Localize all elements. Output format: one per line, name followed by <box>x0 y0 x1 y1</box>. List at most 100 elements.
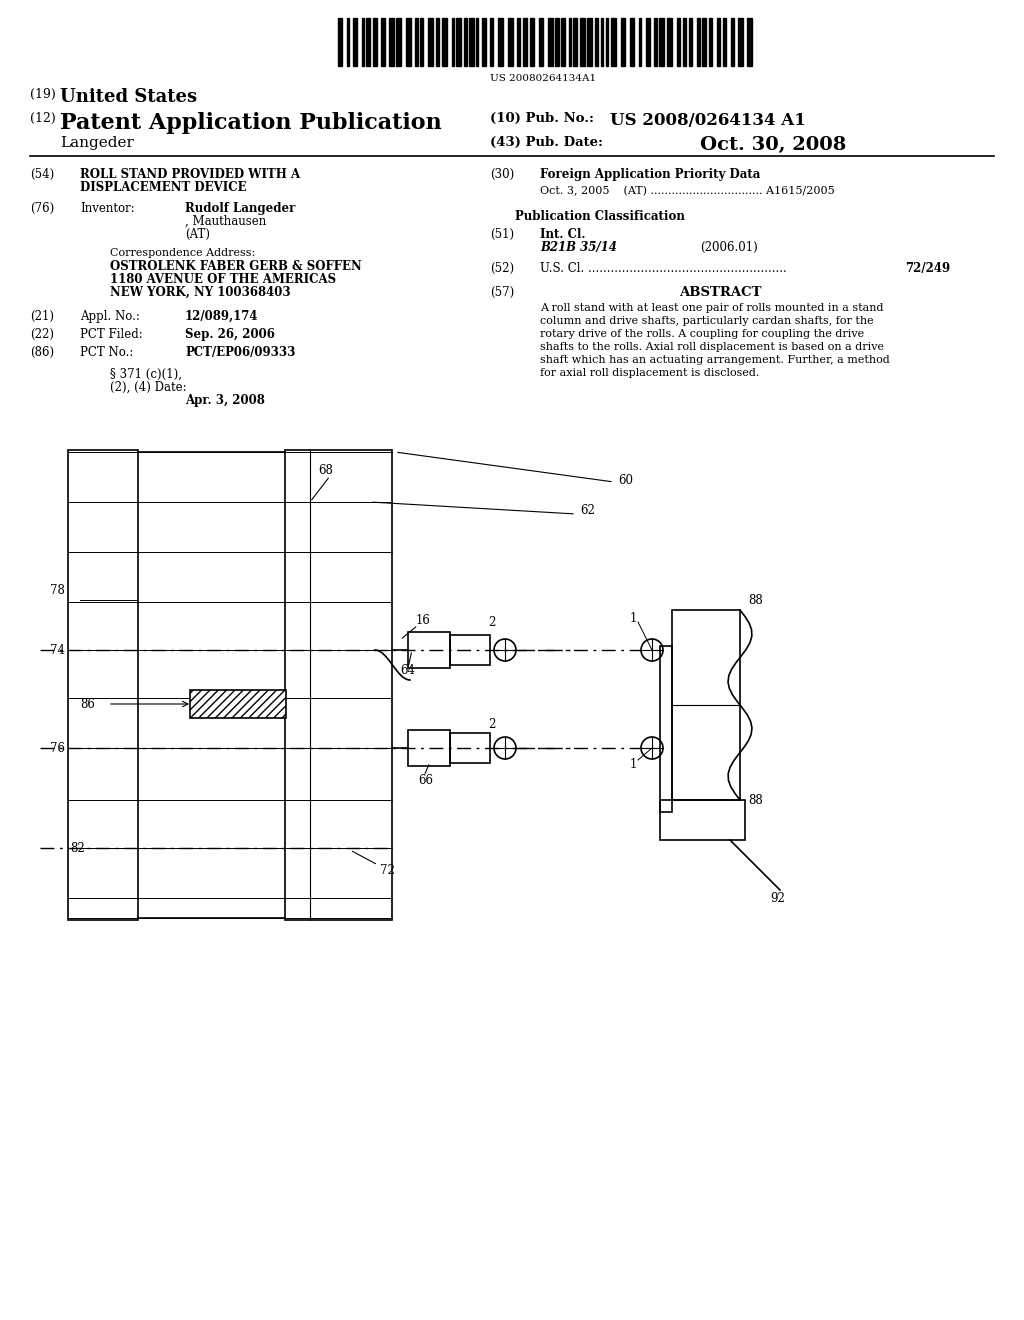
Text: DISPLACEMENT DEVICE: DISPLACEMENT DEVICE <box>80 181 247 194</box>
Bar <box>746 18 752 66</box>
Bar <box>476 18 478 66</box>
Text: ROLL STAND PROVIDED WITH A: ROLL STAND PROVIDED WITH A <box>80 168 300 181</box>
Bar <box>548 18 553 66</box>
Text: 68: 68 <box>318 463 333 477</box>
Text: Sep. 26, 2006: Sep. 26, 2006 <box>185 327 274 341</box>
Text: PCT/EP06/09333: PCT/EP06/09333 <box>185 346 295 359</box>
Bar <box>709 18 712 66</box>
Bar <box>677 18 680 66</box>
Bar <box>406 18 411 66</box>
Text: Inventor:: Inventor: <box>80 202 135 215</box>
Bar <box>555 18 559 66</box>
Bar <box>561 18 565 66</box>
Text: 78: 78 <box>50 583 65 597</box>
Bar <box>428 18 433 66</box>
Text: OSTROLENK FABER GERB & SOFFEN: OSTROLENK FABER GERB & SOFFEN <box>110 260 361 273</box>
Bar <box>442 18 447 66</box>
Text: NEW YORK, NY 100368403: NEW YORK, NY 100368403 <box>110 286 291 300</box>
Text: Int. Cl.: Int. Cl. <box>540 228 586 242</box>
Text: § 371 (c)(1),: § 371 (c)(1), <box>110 368 182 381</box>
Bar <box>415 18 418 66</box>
Bar <box>517 18 520 66</box>
Text: 92: 92 <box>770 891 784 904</box>
Text: 82: 82 <box>70 842 85 854</box>
Bar <box>580 18 585 66</box>
Text: (52): (52) <box>490 261 514 275</box>
Text: 1180 AVENUE OF THE AMERICAS: 1180 AVENUE OF THE AMERICAS <box>110 273 336 286</box>
Bar <box>420 18 423 66</box>
Text: PCT No.:: PCT No.: <box>80 346 133 359</box>
Text: 12/089,174: 12/089,174 <box>185 310 258 323</box>
Text: (51): (51) <box>490 228 514 242</box>
Bar <box>630 18 634 66</box>
Text: PCT Filed:: PCT Filed: <box>80 327 142 341</box>
Text: for axial roll displacement is disclosed.: for axial roll displacement is disclosed… <box>540 368 760 378</box>
Text: 74: 74 <box>50 644 65 656</box>
Text: Patent Application Publication: Patent Application Publication <box>60 112 441 135</box>
Bar <box>530 18 534 66</box>
Bar <box>660 645 672 812</box>
Bar <box>523 18 527 66</box>
Text: B21B 35/14: B21B 35/14 <box>540 242 616 253</box>
Text: (43) Pub. Date:: (43) Pub. Date: <box>490 136 603 149</box>
Bar <box>639 18 641 66</box>
Bar <box>697 18 700 66</box>
Bar <box>654 18 657 66</box>
Text: Oct. 3, 2005    (AT) ................................ A1615/2005: Oct. 3, 2005 (AT) ......................… <box>540 186 835 197</box>
Bar <box>366 18 370 66</box>
Bar <box>469 18 474 66</box>
Bar <box>396 18 401 66</box>
Text: 76: 76 <box>50 742 65 755</box>
Text: (57): (57) <box>490 286 514 300</box>
Text: (86): (86) <box>30 346 54 359</box>
Text: 60: 60 <box>618 474 633 487</box>
Bar <box>539 18 543 66</box>
Text: Foreign Application Priority Data: Foreign Application Priority Data <box>540 168 761 181</box>
Text: rotary drive of the rolls. A coupling for coupling the drive: rotary drive of the rolls. A coupling fo… <box>540 329 864 339</box>
Text: (76): (76) <box>30 202 54 215</box>
Bar <box>450 635 490 665</box>
Text: 2: 2 <box>488 615 496 628</box>
Bar <box>508 18 513 66</box>
Text: (30): (30) <box>490 168 514 181</box>
Bar <box>683 18 686 66</box>
Bar <box>667 18 672 66</box>
Bar <box>68 450 138 920</box>
Text: shaft which has an actuating arrangement. Further, a method: shaft which has an actuating arrangement… <box>540 355 890 366</box>
Bar <box>490 18 493 66</box>
Text: shafts to the rolls. Axial roll displacement is based on a drive: shafts to the rolls. Axial roll displace… <box>540 342 884 352</box>
Bar <box>452 18 454 66</box>
Text: 66: 66 <box>418 774 433 787</box>
Bar <box>436 18 439 66</box>
Text: Langeder: Langeder <box>60 136 134 150</box>
Text: U.S. Cl. .....................................................: U.S. Cl. ...............................… <box>540 261 786 275</box>
Text: ABSTRACT: ABSTRACT <box>679 286 761 300</box>
Bar <box>389 18 394 66</box>
Bar <box>347 18 349 66</box>
Text: Publication Classification: Publication Classification <box>515 210 685 223</box>
Bar <box>595 18 598 66</box>
Text: (10) Pub. No.:: (10) Pub. No.: <box>490 112 594 125</box>
Text: 86: 86 <box>80 697 95 710</box>
Bar <box>482 18 486 66</box>
Text: 88: 88 <box>748 793 763 807</box>
Text: (AT): (AT) <box>185 228 210 242</box>
Bar <box>646 18 650 66</box>
Text: 62: 62 <box>580 503 595 516</box>
Bar <box>450 733 490 763</box>
Text: (2006.01): (2006.01) <box>700 242 758 253</box>
Bar <box>621 18 625 66</box>
Text: United States: United States <box>60 88 198 106</box>
Bar <box>611 18 616 66</box>
Bar <box>338 18 342 66</box>
Text: A roll stand with at least one pair of rolls mounted in a stand: A roll stand with at least one pair of r… <box>540 304 884 313</box>
Bar <box>353 18 357 66</box>
Text: (19): (19) <box>30 88 55 102</box>
Text: 2: 2 <box>488 718 496 730</box>
Bar <box>672 610 740 800</box>
Text: 72: 72 <box>380 863 395 876</box>
Bar <box>723 18 726 66</box>
Text: column and drive shafts, particularly cardan shafts, for the: column and drive shafts, particularly ca… <box>540 315 873 326</box>
Bar <box>381 18 385 66</box>
Text: , Mauthausen: , Mauthausen <box>185 215 266 228</box>
